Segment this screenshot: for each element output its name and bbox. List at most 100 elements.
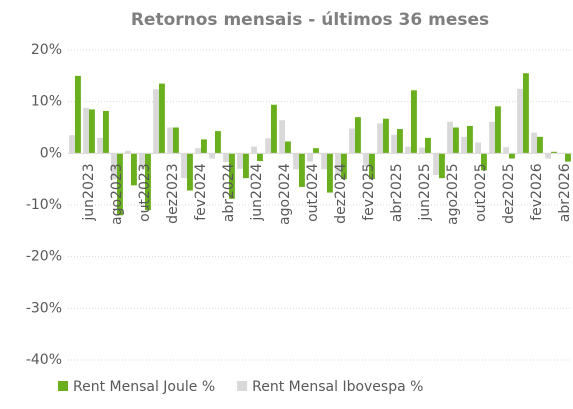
- y-tick-label: -40%: [26, 352, 62, 368]
- bar: [195, 148, 201, 154]
- bar: [335, 153, 341, 176]
- bar: [117, 153, 123, 216]
- bar: [489, 121, 495, 154]
- bar: [531, 132, 537, 154]
- x-tick-label: dez2025: [501, 163, 517, 223]
- bar: [307, 153, 313, 162]
- bar: [383, 118, 389, 154]
- bar: [327, 153, 333, 193]
- x-tick-label: ago2025: [445, 163, 461, 225]
- bar: [251, 146, 257, 154]
- bar: [75, 75, 81, 154]
- bar: [447, 121, 453, 154]
- chart-title: Retornos mensais - últimos 36 meses: [131, 10, 489, 30]
- bar: [285, 141, 291, 154]
- bar: [355, 117, 361, 154]
- bar: [201, 139, 207, 154]
- y-tick-label: 10%: [31, 94, 62, 110]
- bar: [475, 142, 481, 154]
- legend-label: Rent Mensal Ibovespa %: [252, 379, 423, 395]
- bar: [145, 153, 151, 211]
- legend-swatch: [58, 381, 68, 391]
- bar: [405, 146, 411, 154]
- bar: [153, 89, 159, 154]
- bar: [509, 153, 515, 159]
- bar: [139, 153, 145, 169]
- y-tick-label: -10%: [26, 197, 62, 213]
- y-tick-label: 20%: [31, 42, 62, 58]
- bar: [545, 153, 551, 159]
- bar: [377, 123, 383, 154]
- x-tick-label: abr2025: [389, 163, 405, 222]
- x-tick-label: jun2025: [417, 163, 433, 221]
- bar: [433, 153, 439, 176]
- bar: [313, 148, 319, 154]
- bar: [103, 110, 109, 154]
- bar: [495, 106, 501, 154]
- x-tick-label: abr2024: [221, 163, 237, 222]
- legend-label: Rent Mensal Joule %: [73, 379, 215, 395]
- y-tick-label: -30%: [26, 300, 62, 316]
- bar: [167, 127, 173, 154]
- bar: [369, 153, 375, 180]
- x-tick-label: dez2024: [333, 163, 349, 224]
- y-tick-label: 0%: [40, 145, 62, 161]
- x-tick-label: jun2024: [249, 163, 265, 221]
- bar: [131, 153, 137, 186]
- bar: [419, 147, 425, 154]
- x-tick-label: ago2024: [277, 163, 293, 225]
- bar: [229, 153, 235, 199]
- bar: [237, 153, 243, 169]
- bar: [363, 153, 369, 167]
- bar: [299, 153, 305, 187]
- bar: [481, 153, 487, 171]
- bar: [439, 153, 445, 179]
- x-tick-label: out2023: [137, 163, 153, 222]
- x-tick-label: out2024: [305, 163, 321, 222]
- bar: [125, 150, 131, 154]
- bar: [97, 137, 103, 154]
- x-tick-label: out2025: [473, 163, 489, 222]
- bar: [461, 136, 467, 154]
- x-tick-label: abr2026: [557, 163, 573, 222]
- bar: [215, 131, 221, 154]
- bar: [467, 125, 473, 154]
- bar: [89, 109, 95, 154]
- bar: [321, 153, 327, 170]
- bar: [187, 153, 193, 191]
- bar: [391, 134, 397, 154]
- y-tick-label: -20%: [26, 249, 62, 265]
- bar: [159, 83, 165, 154]
- bar: [517, 88, 523, 154]
- bar: [397, 129, 403, 154]
- bar: [223, 153, 229, 163]
- bar: [503, 147, 509, 154]
- bar: [425, 137, 431, 154]
- x-tick-label: fev2024: [193, 163, 209, 221]
- bar: [453, 127, 459, 154]
- bar: [265, 138, 271, 154]
- bar: [411, 90, 417, 154]
- bar: [209, 153, 215, 159]
- bar: [279, 120, 285, 154]
- bar: [173, 127, 179, 154]
- bar: [83, 107, 89, 154]
- bar: [111, 153, 117, 180]
- x-tick-label: fev2025: [361, 163, 377, 220]
- bar: [523, 73, 529, 154]
- x-tick-label: jun2023: [81, 163, 97, 221]
- bar: [243, 153, 249, 179]
- bar: [257, 153, 263, 162]
- legend-swatch: [237, 381, 248, 391]
- bar: [537, 136, 543, 154]
- bar: [293, 153, 299, 170]
- bar: [341, 153, 347, 180]
- x-tick-label: dez2023: [165, 163, 181, 223]
- bar: [565, 153, 571, 162]
- bar: [69, 135, 75, 154]
- x-tick-label: fev2026: [529, 163, 545, 221]
- bar: [551, 151, 557, 154]
- bar: [181, 153, 187, 179]
- bar: [349, 128, 355, 154]
